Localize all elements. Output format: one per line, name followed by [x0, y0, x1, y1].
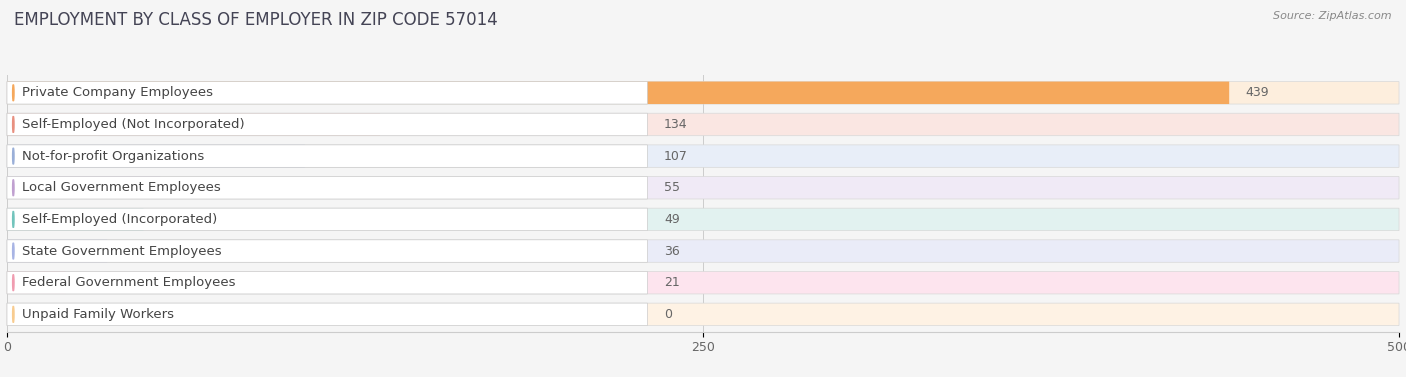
- FancyBboxPatch shape: [7, 303, 647, 326]
- Circle shape: [13, 116, 14, 133]
- Text: Local Government Employees: Local Government Employees: [22, 181, 221, 194]
- FancyBboxPatch shape: [7, 240, 647, 262]
- FancyBboxPatch shape: [7, 113, 380, 136]
- FancyBboxPatch shape: [7, 176, 1399, 199]
- FancyBboxPatch shape: [7, 271, 647, 294]
- Circle shape: [13, 274, 14, 291]
- FancyBboxPatch shape: [7, 176, 647, 199]
- Text: Source: ZipAtlas.com: Source: ZipAtlas.com: [1274, 11, 1392, 21]
- FancyBboxPatch shape: [7, 271, 66, 294]
- Text: Private Company Employees: Private Company Employees: [22, 86, 214, 99]
- FancyBboxPatch shape: [7, 81, 647, 104]
- Text: Not-for-profit Organizations: Not-for-profit Organizations: [22, 150, 205, 162]
- FancyBboxPatch shape: [7, 113, 1399, 136]
- FancyBboxPatch shape: [7, 208, 143, 231]
- Text: Self-Employed (Not Incorporated): Self-Employed (Not Incorporated): [22, 118, 245, 131]
- FancyBboxPatch shape: [7, 208, 1399, 231]
- Text: Self-Employed (Incorporated): Self-Employed (Incorporated): [22, 213, 218, 226]
- Text: Federal Government Employees: Federal Government Employees: [22, 276, 236, 289]
- FancyBboxPatch shape: [7, 240, 107, 262]
- Circle shape: [13, 211, 14, 228]
- Text: 21: 21: [664, 276, 679, 289]
- Circle shape: [13, 179, 14, 196]
- Text: Unpaid Family Workers: Unpaid Family Workers: [22, 308, 174, 321]
- FancyBboxPatch shape: [7, 145, 1399, 167]
- Text: 439: 439: [1246, 86, 1270, 99]
- Circle shape: [13, 84, 14, 101]
- FancyBboxPatch shape: [7, 145, 647, 167]
- FancyBboxPatch shape: [7, 303, 1399, 326]
- FancyBboxPatch shape: [7, 208, 647, 231]
- FancyBboxPatch shape: [7, 240, 1399, 262]
- FancyBboxPatch shape: [7, 176, 160, 199]
- Circle shape: [13, 243, 14, 259]
- Text: 55: 55: [664, 181, 681, 194]
- Text: State Government Employees: State Government Employees: [22, 245, 222, 257]
- Text: 49: 49: [664, 213, 679, 226]
- Text: 107: 107: [664, 150, 688, 162]
- Circle shape: [13, 148, 14, 164]
- FancyBboxPatch shape: [7, 81, 1399, 104]
- FancyBboxPatch shape: [7, 271, 1399, 294]
- FancyBboxPatch shape: [7, 81, 1229, 104]
- Text: EMPLOYMENT BY CLASS OF EMPLOYER IN ZIP CODE 57014: EMPLOYMENT BY CLASS OF EMPLOYER IN ZIP C…: [14, 11, 498, 29]
- Text: 36: 36: [664, 245, 679, 257]
- FancyBboxPatch shape: [7, 145, 305, 167]
- Text: 134: 134: [664, 118, 688, 131]
- Circle shape: [13, 306, 14, 323]
- Text: 0: 0: [664, 308, 672, 321]
- FancyBboxPatch shape: [7, 113, 647, 136]
